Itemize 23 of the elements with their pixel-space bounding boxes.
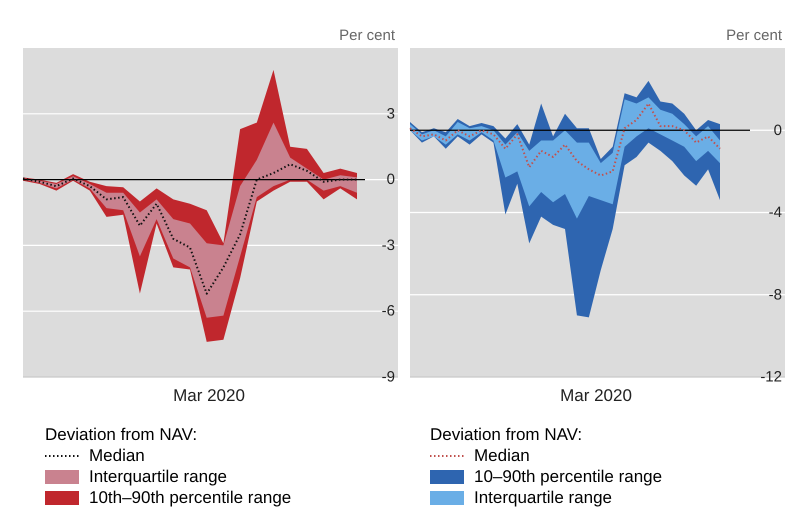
y-tick-label: -8	[768, 286, 782, 304]
legend-title: Deviation from NAV:	[45, 425, 198, 444]
legend-label: Interquartile range	[474, 488, 612, 507]
legend-label: 10th–90th percentile range	[89, 488, 292, 507]
legend-label: Interquartile range	[89, 467, 227, 486]
legend-label: 10–90th percentile range	[474, 467, 662, 486]
y-tick-label: 3	[386, 105, 395, 122]
x-axis-title: Mar 2020	[173, 386, 245, 405]
y-tick-label: 0	[774, 122, 782, 139]
y-tick-label: 0	[386, 171, 395, 188]
legend-title: Deviation from NAV:	[430, 425, 582, 444]
y-axis-title: Per cent	[726, 27, 783, 44]
line-series	[409, 102, 721, 176]
line-series	[22, 163, 358, 295]
y-axis-title: Per cent	[339, 27, 396, 44]
y-tick-label: -12	[760, 368, 782, 386]
legend-label: Median	[89, 446, 145, 465]
legend-label: Median	[474, 446, 530, 465]
y-tick-label: -3	[382, 236, 395, 254]
y-tick-label: -6	[382, 302, 395, 320]
y-tick-label: -4	[768, 204, 782, 221]
y-tick-label: -9	[382, 368, 395, 386]
x-axis-title: Mar 2020	[560, 386, 632, 405]
